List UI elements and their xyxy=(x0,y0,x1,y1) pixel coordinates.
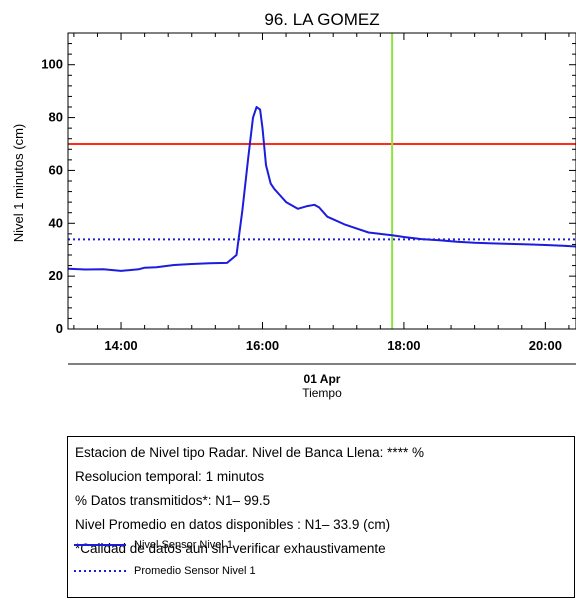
info-box: Estacion de Nivel tipo Radar. Nivel de B… xyxy=(67,436,575,598)
date-label: 01 Apr xyxy=(304,372,341,386)
solid-line-swatch xyxy=(74,544,126,546)
x-tick-label: 16:00 xyxy=(246,338,279,353)
level-series-line xyxy=(67,106,576,272)
info-line: *Calidad de datos aun sin verificar exha… xyxy=(75,541,386,556)
dotted-line-swatch xyxy=(74,570,126,572)
legend-label-nivel: Nivel Sensor Nivel 1 xyxy=(134,539,234,551)
y-tick-label: 40 xyxy=(49,215,63,230)
x-tick-label: 18:00 xyxy=(387,338,420,353)
legend-label-promedio: Promedio Sensor Nivel 1 xyxy=(134,565,256,577)
info-line: Estacion de Nivel tipo Radar. Nivel de B… xyxy=(75,445,424,460)
x-tick-label: 20:00 xyxy=(529,338,562,353)
legend-nivel-sensor: Nivel Sensor Nivel 1 xyxy=(74,538,314,552)
info-line: % Datos transmitidos*: N1– 99.5 xyxy=(75,493,271,508)
plot-area: 0 20 40 60 80 100 14:00 16:00 18:00 20:00 xyxy=(41,32,576,353)
chart-title: 96. LA GOMEZ xyxy=(264,10,379,29)
legend-promedio-sensor: Promedio Sensor Nivel 1 xyxy=(74,564,314,578)
x-axis-label: Tiempo xyxy=(302,386,342,400)
y-tick-label: 20 xyxy=(49,268,63,283)
y-axis-label: Nivel 1 minutos (cm) xyxy=(11,124,26,242)
y-tick-label: 60 xyxy=(49,162,63,177)
y-tick-label: 80 xyxy=(49,110,63,125)
chart: 96. LA GOMEZ 0 20 40 60 80 100 14:00 16:00 18:00… xyxy=(11,10,576,400)
y-tick-label: 100 xyxy=(41,57,63,72)
info-line: Resolucion temporal: 1 minutos xyxy=(75,469,265,484)
y-tick-label: 0 xyxy=(56,321,63,336)
info-line: Nivel Promedio en datos disponibles : N1… xyxy=(75,517,391,532)
plot-frame xyxy=(67,32,576,330)
x-tick-label: 14:00 xyxy=(104,338,137,353)
